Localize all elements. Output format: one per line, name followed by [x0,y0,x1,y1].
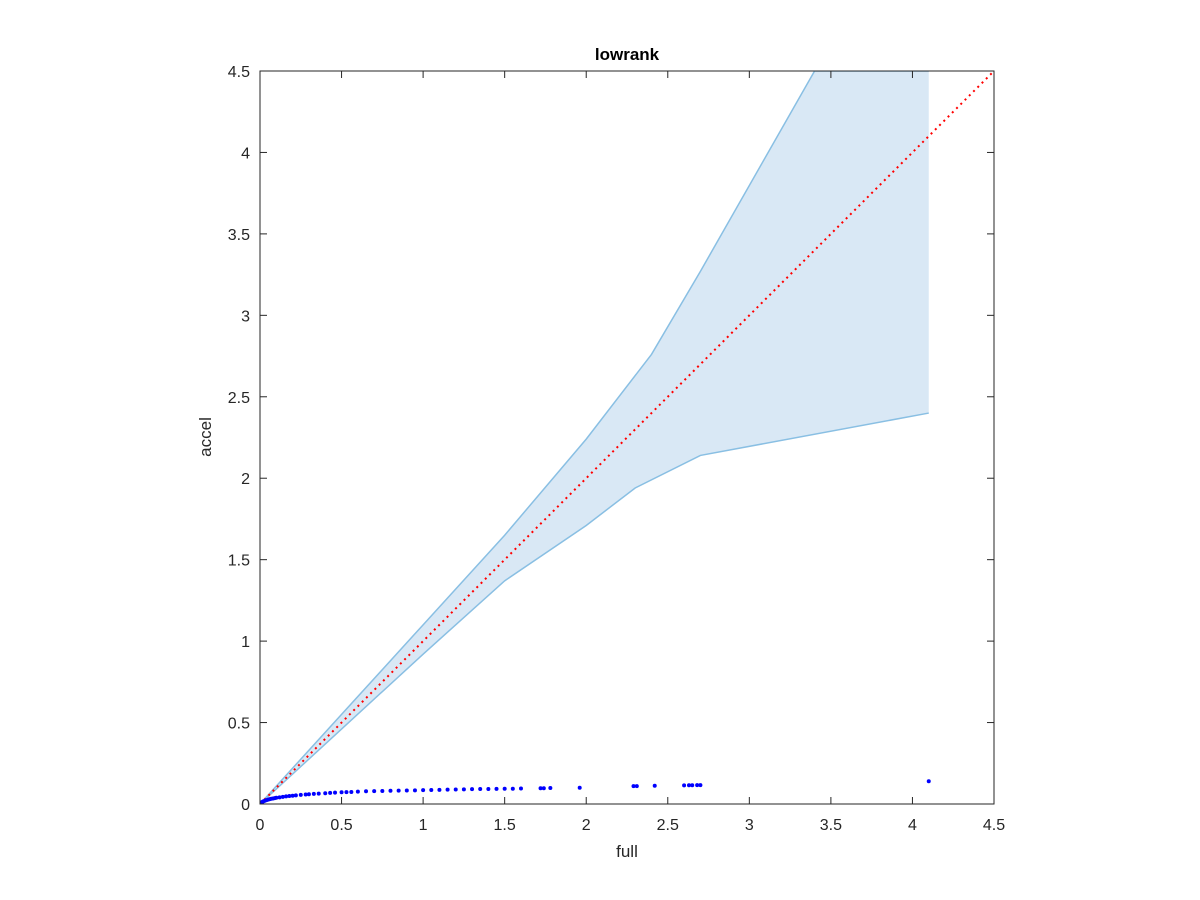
data-point [388,788,393,793]
data-point [290,793,295,798]
data-point [364,789,369,794]
data-point [486,787,491,792]
data-point [518,786,523,791]
reference-line [260,71,994,804]
data-point [306,792,311,797]
data-point [478,787,483,792]
y-tick-label: 2 [241,471,250,488]
y-tick-label: 4 [241,145,250,162]
data-point [445,787,450,792]
axes-box [259,70,995,805]
y-tick-label: 3.5 [228,227,250,244]
x-tick-label: 3.5 [820,817,842,834]
y-tick-label: 1 [241,634,250,651]
y-tick-label: 3 [241,308,250,325]
data-point [287,794,292,799]
data-point [328,790,333,795]
data-point [396,788,401,793]
data-point [404,788,409,793]
x-tick-label: 1.5 [494,817,516,834]
chart-title: lowrank [595,45,660,64]
data-point [429,787,434,792]
plot-area [260,71,994,804]
data-point [355,789,360,794]
data-point [372,789,377,794]
data-point [926,779,931,784]
data-point [502,786,507,791]
data-point [298,792,303,797]
data-point [470,787,475,792]
data-point [284,794,289,799]
data-point [577,785,582,790]
data-point [695,783,700,788]
data-point [349,789,354,794]
x-tick-label: 2 [582,817,591,834]
data-point [437,787,442,792]
data-point [344,790,349,795]
data-point [690,783,695,788]
data-point [510,786,515,791]
data-point [311,791,316,796]
x-tick-label: 1 [419,817,428,834]
data-point [634,784,639,789]
band-upper-edge [260,71,929,804]
data-point [323,791,328,796]
x-axis-label: full [616,842,638,861]
data-point [541,786,546,791]
data-point [277,795,282,800]
y-tick-label: 0.5 [228,716,250,733]
data-point [293,793,298,798]
x-tick-label: 4.5 [983,817,1005,834]
data-point [316,791,321,796]
data-point [280,794,285,799]
plot-content [260,71,994,804]
data-point [333,790,338,795]
y-tick-label: 0 [241,797,250,814]
data-point [421,788,426,793]
data-point [548,786,553,791]
y-axis-label: accel [196,417,215,457]
x-tick-label: 0 [256,817,265,834]
band-lower-edge [260,412,929,804]
data-point [339,790,344,795]
x-tick-label: 3 [745,817,754,834]
data-point [303,792,308,797]
data-point [380,788,385,793]
data-point [461,787,466,792]
y-tick-label: 2.5 [228,390,250,407]
x-tick-label: 4 [908,817,917,834]
data-point [538,786,543,791]
data-point [682,783,687,788]
data-point [652,783,657,788]
y-tick-label: 1.5 [228,553,250,570]
x-tick-label: 0.5 [330,817,352,834]
data-point [453,787,458,792]
data-point [274,795,279,800]
data-point [631,784,636,789]
data-point [698,783,703,788]
x-tick-label: 2.5 [657,817,679,834]
data-point [412,788,417,793]
y-tick-label: 4.5 [228,64,250,81]
axes: 0 0.5 1 1.5 2 2.5 3 3.5 4 4.5 0 0.5 1 1.5 2 2.5 3 3.5 4 4.5 [228,64,1005,834]
data-point [494,786,499,791]
data-point [686,783,691,788]
